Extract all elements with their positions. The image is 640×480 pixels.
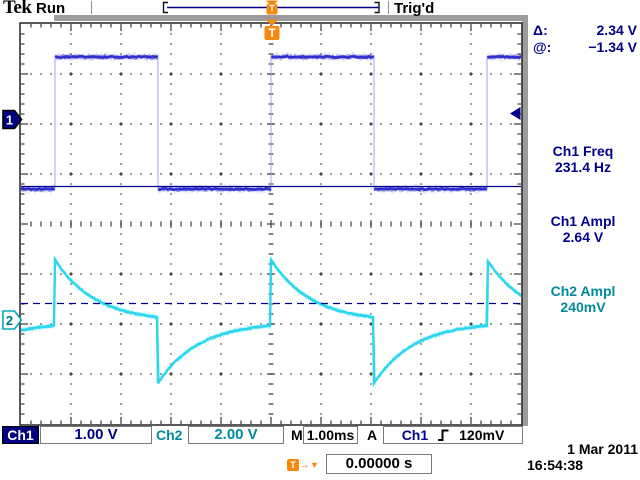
record-left-bracket bbox=[162, 1, 168, 14]
ch2-scale-value: 2.00 V bbox=[188, 426, 284, 444]
trigger-level: 120mV bbox=[459, 427, 505, 443]
tek-logo: Tek bbox=[3, 0, 32, 18]
svg-text:T: T bbox=[269, 4, 275, 14]
ch2-scale-label: Ch2 bbox=[156, 427, 183, 443]
trigger-status: Trig'd bbox=[394, 0, 435, 17]
record-right-bracket bbox=[374, 1, 380, 14]
svg-text:T: T bbox=[268, 26, 276, 40]
svg-text:1: 1 bbox=[6, 113, 13, 128]
trigger-position-value: 0.00000 s bbox=[326, 454, 432, 474]
trigger-source: Ch1 bbox=[401, 427, 429, 443]
rising-edge-icon bbox=[438, 429, 449, 441]
svg-text:2: 2 bbox=[6, 313, 13, 328]
delta-value: 2.34 V bbox=[596, 22, 637, 38]
acquisition-status: Run bbox=[36, 0, 66, 17]
topbar-divider bbox=[388, 1, 389, 14]
cursor-at-readout: @: −1.34 V bbox=[533, 39, 637, 55]
trigger-position-readout: T →▼ bbox=[287, 456, 319, 474]
measurement-value: 240mV bbox=[560, 299, 606, 315]
delta-label: Δ: bbox=[533, 22, 548, 38]
arrow-down-icon: ▼ bbox=[310, 459, 319, 470]
ch2-trace bbox=[21, 255, 521, 388]
measurement-label: Ch1 Freq bbox=[552, 143, 614, 159]
trigger-t-icon: T bbox=[287, 458, 299, 471]
topbar-divider bbox=[91, 1, 92, 14]
trigger-settings-box: Ch1 120mV bbox=[383, 426, 523, 444]
ch1-ground-marker: 1 bbox=[2, 109, 23, 130]
ch1-trace bbox=[21, 50, 521, 196]
measurement-ch1-freq: Ch1 Freq 231.4 Hz bbox=[527, 143, 639, 175]
trigger-level-arrow bbox=[510, 107, 521, 120]
measurement-value: 2.64 V bbox=[562, 229, 604, 245]
trigger-bus-label: A bbox=[367, 427, 378, 443]
timebase-label: M bbox=[291, 427, 303, 443]
ch1-scale-value: 1.00 V bbox=[40, 426, 152, 444]
measurement-ch1-ampl: Ch1 Ampl 2.64 V bbox=[527, 213, 639, 245]
measurement-label: Ch1 Ampl bbox=[550, 213, 616, 229]
measurement-label: Ch2 Ampl bbox=[550, 283, 616, 299]
ch2-ground-marker: 2 bbox=[2, 310, 23, 330]
cursor-delta-readout: Δ: 2.34 V bbox=[533, 22, 637, 38]
record-trigger-t-icon: T bbox=[266, 0, 278, 15]
ch1-scale-label: Ch1 bbox=[2, 426, 39, 444]
measurement-value: 231.4 Hz bbox=[554, 159, 612, 175]
bezel-right bbox=[522, 21, 528, 426]
timebase-value: 1.00ms bbox=[303, 426, 358, 444]
graticule bbox=[21, 24, 521, 424]
bezel-top bbox=[54, 15, 528, 21]
measurement-ch2-ampl: Ch2 Ampl 240mV bbox=[527, 283, 639, 315]
arrow-right-icon: → bbox=[299, 458, 310, 471]
graticule-trigger-t-icon: T bbox=[264, 19, 280, 40]
at-value: −1.34 V bbox=[588, 39, 637, 55]
at-label: @: bbox=[533, 39, 552, 55]
time-display: 16:54:38 bbox=[527, 457, 584, 473]
date-display: 1 Mar 2011 bbox=[567, 441, 638, 457]
